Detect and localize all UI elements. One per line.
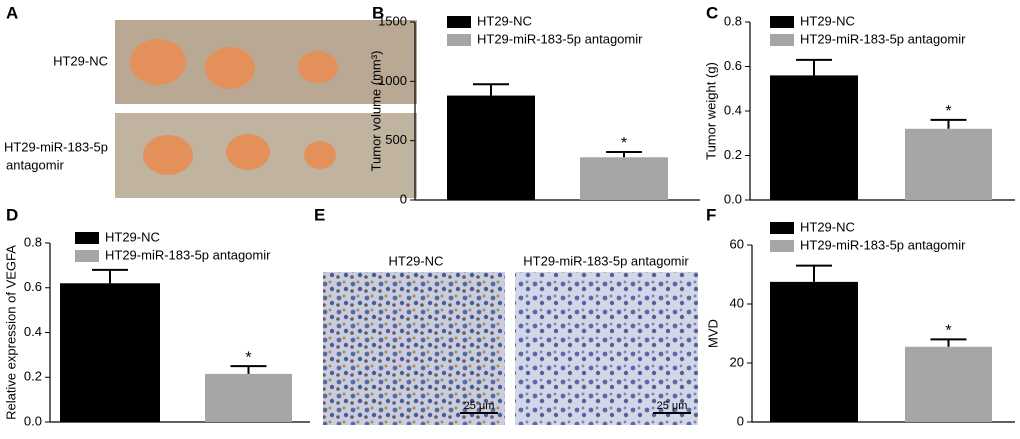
y-tick-label: 0.2 — [724, 147, 742, 162]
y-tick-label: 40 — [730, 295, 744, 310]
tumors — [130, 39, 338, 175]
panel-letter: C — [706, 3, 718, 22]
legend-swatch — [447, 34, 471, 46]
y-tick-label: 0.4 — [24, 324, 42, 339]
bar — [205, 373, 292, 422]
panel-letter: A — [6, 3, 18, 22]
bar — [580, 157, 668, 200]
panel-letter: B — [372, 3, 384, 22]
y-tick-label: 0.2 — [24, 369, 42, 384]
photo-row-label: antagomir — [6, 157, 64, 172]
legend-swatch — [770, 16, 794, 28]
error-bar — [230, 365, 267, 374]
micrograph — [323, 272, 505, 425]
bar — [770, 75, 858, 200]
y-tick-label: 0.0 — [724, 191, 742, 206]
y-axis-label: Tumor volume (mm³) — [368, 51, 383, 172]
micrograph-title: HT29-NC — [389, 253, 444, 268]
y-tick-label: 500 — [385, 132, 407, 147]
legend-label: HT29-NC — [477, 13, 532, 28]
error-bar — [796, 264, 832, 282]
legend-swatch — [770, 222, 794, 234]
legend-label: HT29-miR-183-5p antagomir — [477, 31, 643, 46]
y-tick-label: 0.4 — [724, 102, 742, 117]
scale-label: 25 μm — [657, 400, 688, 412]
error-bar — [796, 58, 832, 76]
bar — [905, 346, 992, 422]
legend-label: HT29-NC — [800, 13, 855, 28]
y-tick-label: 0.0 — [24, 413, 42, 428]
significance: * — [945, 103, 951, 120]
y-tick-label: 0 — [400, 191, 407, 206]
y-tick-label: 60 — [730, 236, 744, 251]
y-tick-label: 0.8 — [724, 13, 742, 28]
error-bar — [930, 118, 967, 129]
y-axis-label: Tumor weight (g) — [703, 62, 718, 160]
y-tick-label: 20 — [730, 354, 744, 369]
significance: * — [945, 323, 951, 340]
significance: * — [621, 135, 627, 152]
legend-label: HT29-miR-183-5p antagomir — [800, 237, 966, 252]
y-tick-label: 0 — [737, 413, 744, 428]
bar — [905, 128, 992, 200]
photo-row-label: HT29-miR-183-5p — [4, 139, 108, 154]
micrograph — [515, 272, 698, 425]
panel-letter: D — [6, 205, 18, 224]
y-axis-label: MVD — [705, 319, 720, 348]
micrograph-title: HT29-miR-183-5p antagomir — [523, 253, 689, 268]
bar — [770, 281, 858, 422]
error-bar — [930, 338, 967, 347]
legend-label: HT29-NC — [105, 229, 160, 244]
photo-row-label: HT29-NC — [53, 53, 108, 68]
y-tick-label: 1500 — [378, 13, 407, 28]
significance: * — [245, 349, 251, 366]
y-tick-label: 0.6 — [24, 279, 42, 294]
legend-swatch — [770, 240, 794, 252]
error-bar — [606, 150, 642, 158]
legend-swatch — [75, 250, 99, 262]
legend-swatch — [447, 16, 471, 28]
legend-swatch — [75, 232, 99, 244]
legend-label: HT29-miR-183-5p antagomir — [105, 247, 271, 262]
y-axis-label: Relative expression of VEGFA — [3, 245, 18, 420]
panel-letter: E — [314, 205, 325, 224]
error-bar — [473, 83, 509, 96]
error-bar — [92, 268, 128, 284]
bar — [60, 283, 160, 422]
y-tick-label: 0.8 — [24, 234, 42, 249]
legend-label: HT29-miR-183-5p antagomir — [800, 31, 966, 46]
y-tick-label: 0.6 — [724, 58, 742, 73]
y-tick-label: 1000 — [378, 73, 407, 88]
legend-swatch — [770, 34, 794, 46]
scale-label: 25 μm — [464, 400, 495, 412]
legend-label: HT29-NC — [800, 219, 855, 234]
panel-letter: F — [706, 205, 716, 224]
bar — [447, 95, 535, 200]
